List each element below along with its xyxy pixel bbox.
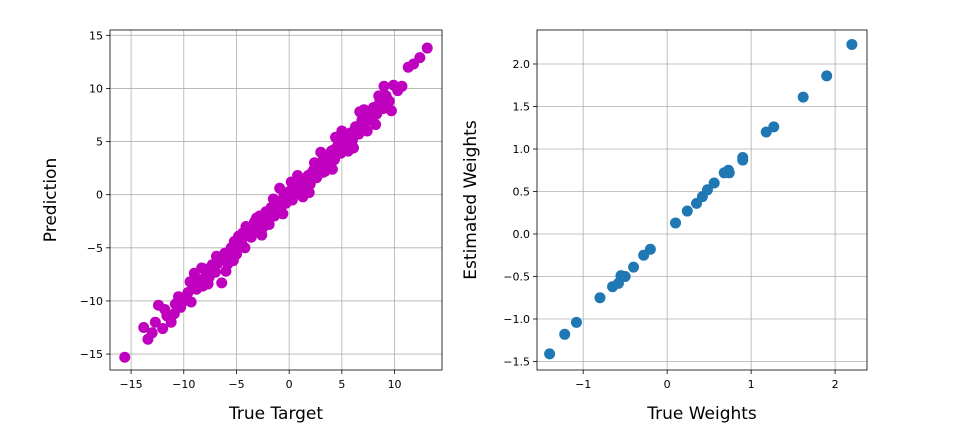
y-tick-label: −10 (80, 295, 103, 308)
data-points (119, 42, 433, 363)
y-tick-label: 1.5 (513, 101, 531, 114)
data-point (308, 157, 320, 169)
data-point (119, 351, 131, 363)
data-point (274, 182, 286, 194)
x-tick-label: 1 (748, 378, 755, 391)
data-point (256, 229, 268, 241)
data-point (370, 119, 382, 131)
x-tick-label: 5 (338, 378, 345, 391)
data-point (570, 316, 582, 328)
data-point (184, 276, 196, 288)
data-point (701, 184, 713, 196)
data-point (378, 80, 390, 92)
x-tick-label: 0 (286, 378, 293, 391)
y-tick-label: 0.0 (513, 228, 531, 241)
data-point (342, 145, 354, 157)
data-point (628, 261, 640, 273)
y-tick-label: −1.5 (503, 356, 530, 369)
data-point (670, 217, 682, 229)
data-point (233, 230, 245, 242)
data-point (559, 328, 571, 340)
data-point (285, 176, 297, 188)
data-point (768, 121, 780, 133)
x-tick-label: −1 (575, 378, 591, 391)
data-point (267, 193, 279, 205)
target-vs-prediction-chart: −15 −10 −5 0 5 10 −15 −10 −5 0 5 10 15 True Target Pre… (41, 29, 443, 424)
data-point (354, 106, 366, 118)
y-tick-label: 0.5 (513, 186, 531, 199)
data-point (361, 125, 373, 137)
data-point (421, 42, 433, 54)
data-point (277, 208, 289, 220)
data-point (821, 70, 833, 82)
data-point (594, 292, 606, 304)
data-point (251, 212, 262, 224)
data-point (644, 243, 656, 255)
y-tick-label: 10 (89, 82, 103, 95)
data-point (319, 165, 331, 177)
data-point (737, 152, 749, 163)
data-point (544, 348, 556, 360)
plot-frame (109, 29, 443, 371)
data-point (202, 278, 214, 290)
data-point (229, 242, 241, 254)
data-point (220, 265, 232, 277)
x-tick-label: −5 (228, 378, 244, 391)
data-point (149, 316, 161, 328)
data-point (396, 80, 408, 92)
data-point (138, 322, 150, 333)
x-tick-label: −15 (119, 378, 142, 391)
data-point (216, 277, 228, 289)
y-tick-label: −1.0 (503, 313, 530, 326)
data-point (240, 221, 252, 233)
data-point (159, 303, 171, 315)
data-point (681, 205, 693, 217)
data-point (227, 255, 239, 267)
data-point (196, 262, 208, 274)
data-point (165, 316, 177, 328)
data-point (373, 90, 385, 102)
y-axis-label: Estimated Weights (461, 120, 481, 280)
x-axis-label: True Weights (646, 404, 757, 424)
y-axis-label: Prediction (41, 158, 61, 242)
x-tick-label: 10 (388, 378, 402, 391)
x-tick-label: −10 (172, 378, 195, 391)
data-point (297, 191, 309, 203)
data-point (315, 146, 327, 158)
x-tick-label: 0 (664, 378, 671, 391)
data-points (544, 38, 858, 360)
data-point (723, 167, 735, 179)
x-tick-label: 2 (832, 378, 839, 391)
data-point (797, 91, 809, 103)
data-point (157, 323, 169, 335)
plot-frame (536, 29, 868, 371)
data-point (414, 52, 426, 64)
y-tick-label: 1.0 (513, 143, 531, 156)
data-point (180, 291, 192, 303)
y-tick-label: 2.0 (513, 58, 531, 71)
y-tick-label: 15 (89, 29, 103, 42)
x-axis-label: True Target (228, 404, 323, 424)
data-point (168, 308, 180, 320)
data-point (846, 38, 858, 50)
data-point (193, 278, 205, 290)
weights-comparison-chart: −1 0 1 2 −1.5 −1.0 −0.5 0.0 0.5 1.0 1.5 2.0 True Wei… (461, 29, 868, 424)
y-tick-label: −15 (80, 348, 103, 361)
data-point (619, 271, 631, 282)
y-tick-label: 5 (96, 136, 103, 149)
data-point (146, 327, 158, 339)
data-point (385, 105, 397, 117)
data-point (708, 177, 720, 189)
data-point (330, 131, 342, 143)
y-tick-label: −5 (87, 242, 103, 255)
y-tick-label: 0 (96, 189, 103, 202)
data-point (383, 95, 395, 107)
data-point (263, 218, 275, 230)
y-tick-label: −0.5 (503, 271, 530, 284)
data-point (210, 250, 222, 262)
